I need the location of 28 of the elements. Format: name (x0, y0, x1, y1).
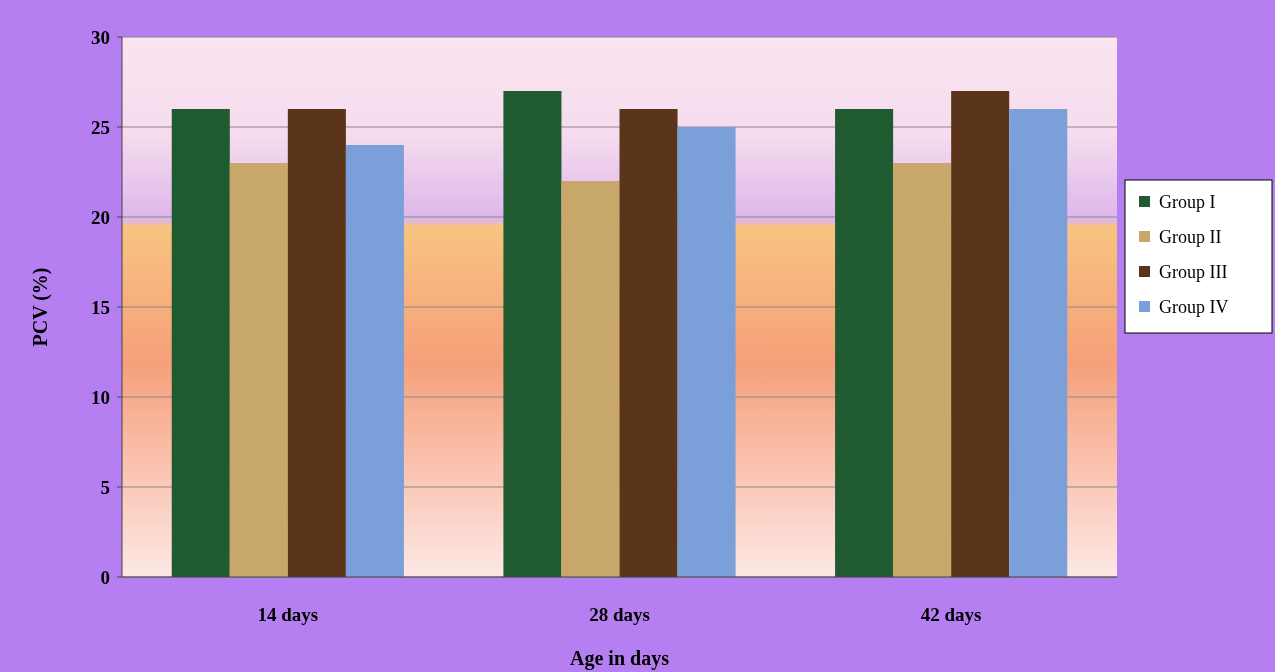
bar (229, 163, 288, 577)
bar (287, 109, 346, 577)
y-axis-title: PCV (%) (29, 267, 52, 347)
y-tick-label: 20 (91, 206, 110, 228)
bar (503, 91, 562, 577)
bar (171, 109, 230, 577)
y-tick-label: 15 (91, 296, 110, 318)
legend-label: Group I (1159, 192, 1216, 213)
legend-label: Group IV (1159, 297, 1229, 318)
bar (1009, 109, 1068, 577)
x-axis-title: Age in days (570, 647, 670, 670)
bar (951, 91, 1010, 577)
x-tick-label: 28 days (589, 604, 650, 625)
y-tick-label: 10 (91, 386, 110, 408)
legend-label: Group II (1159, 227, 1222, 248)
y-tick-label: 0 (100, 566, 110, 588)
y-tick-label: 25 (91, 116, 110, 138)
x-tick-label: 42 days (920, 604, 982, 625)
legend-label: Group III (1159, 262, 1228, 283)
y-tick-label: 30 (91, 26, 110, 48)
bar (561, 181, 620, 577)
bar (893, 163, 952, 577)
x-tick-label: 14 days (257, 604, 319, 625)
bar (835, 109, 894, 577)
bar (677, 127, 736, 577)
bar (619, 109, 678, 577)
y-tick-label: 5 (100, 476, 110, 498)
bar (345, 145, 404, 577)
